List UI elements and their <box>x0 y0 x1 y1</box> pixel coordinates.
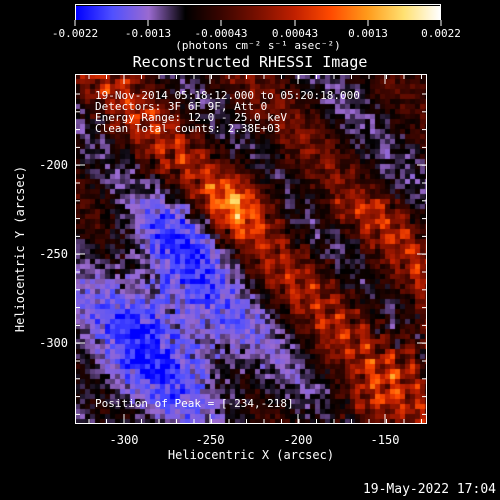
colorbar-tick-label: 0.0022 <box>421 27 461 40</box>
x-tick-label: -200 <box>283 433 313 447</box>
image-title: Reconstructed RHESSI Image <box>132 53 368 71</box>
colorbar-tick-label: -0.0013 <box>124 27 172 40</box>
y-tick-label: -250 <box>39 247 68 261</box>
info-energy-range: Energy Range: 12.0 - 25.0 keV <box>95 111 288 124</box>
info-total-counts: Clean Total counts: 2.38E+03 <box>95 122 281 135</box>
colorbar-tick-label: 0.00043 <box>271 27 319 40</box>
plot-frame <box>75 74 427 424</box>
y-tick-label: -200 <box>39 158 68 172</box>
y-axis-label: Heliocentric Y (arcsec) <box>13 165 27 333</box>
colorbar-tick-label: -0.00043 <box>194 27 248 40</box>
colorbar-gradient <box>76 6 440 20</box>
colorbar-tick-label: -0.0022 <box>51 27 99 40</box>
colorbar-ticks <box>74 20 442 26</box>
x-tick-label: -150 <box>370 433 400 447</box>
y-tick-label: -300 <box>39 336 68 350</box>
peak-position-label: Position of Peak = [-234,-218] <box>95 397 294 410</box>
reconstructed-image-heatmap <box>75 74 427 424</box>
x-tick-label: -300 <box>109 433 139 447</box>
colorbar-tick-label: 0.0013 <box>348 27 388 40</box>
footer-timestamp: 19-May-2022 17:04 <box>362 482 496 497</box>
x-tick-label: -250 <box>195 433 225 447</box>
image-plot-area: 19-Nov-2014 05:18:12.000 to 05:20:18.000… <box>75 74 427 424</box>
info-time-range: 19-Nov-2014 05:18:12.000 to 05:20:18.000 <box>95 89 360 102</box>
info-detectors: Detectors: 3F 6F 9F, Att 0 <box>95 100 268 113</box>
colorbar <box>75 4 441 20</box>
x-axis-label: Heliocentric X (arcsec) <box>167 448 335 462</box>
colorbar-unit-label: (photons cm⁻² s⁻¹ asec⁻²) <box>175 39 341 52</box>
